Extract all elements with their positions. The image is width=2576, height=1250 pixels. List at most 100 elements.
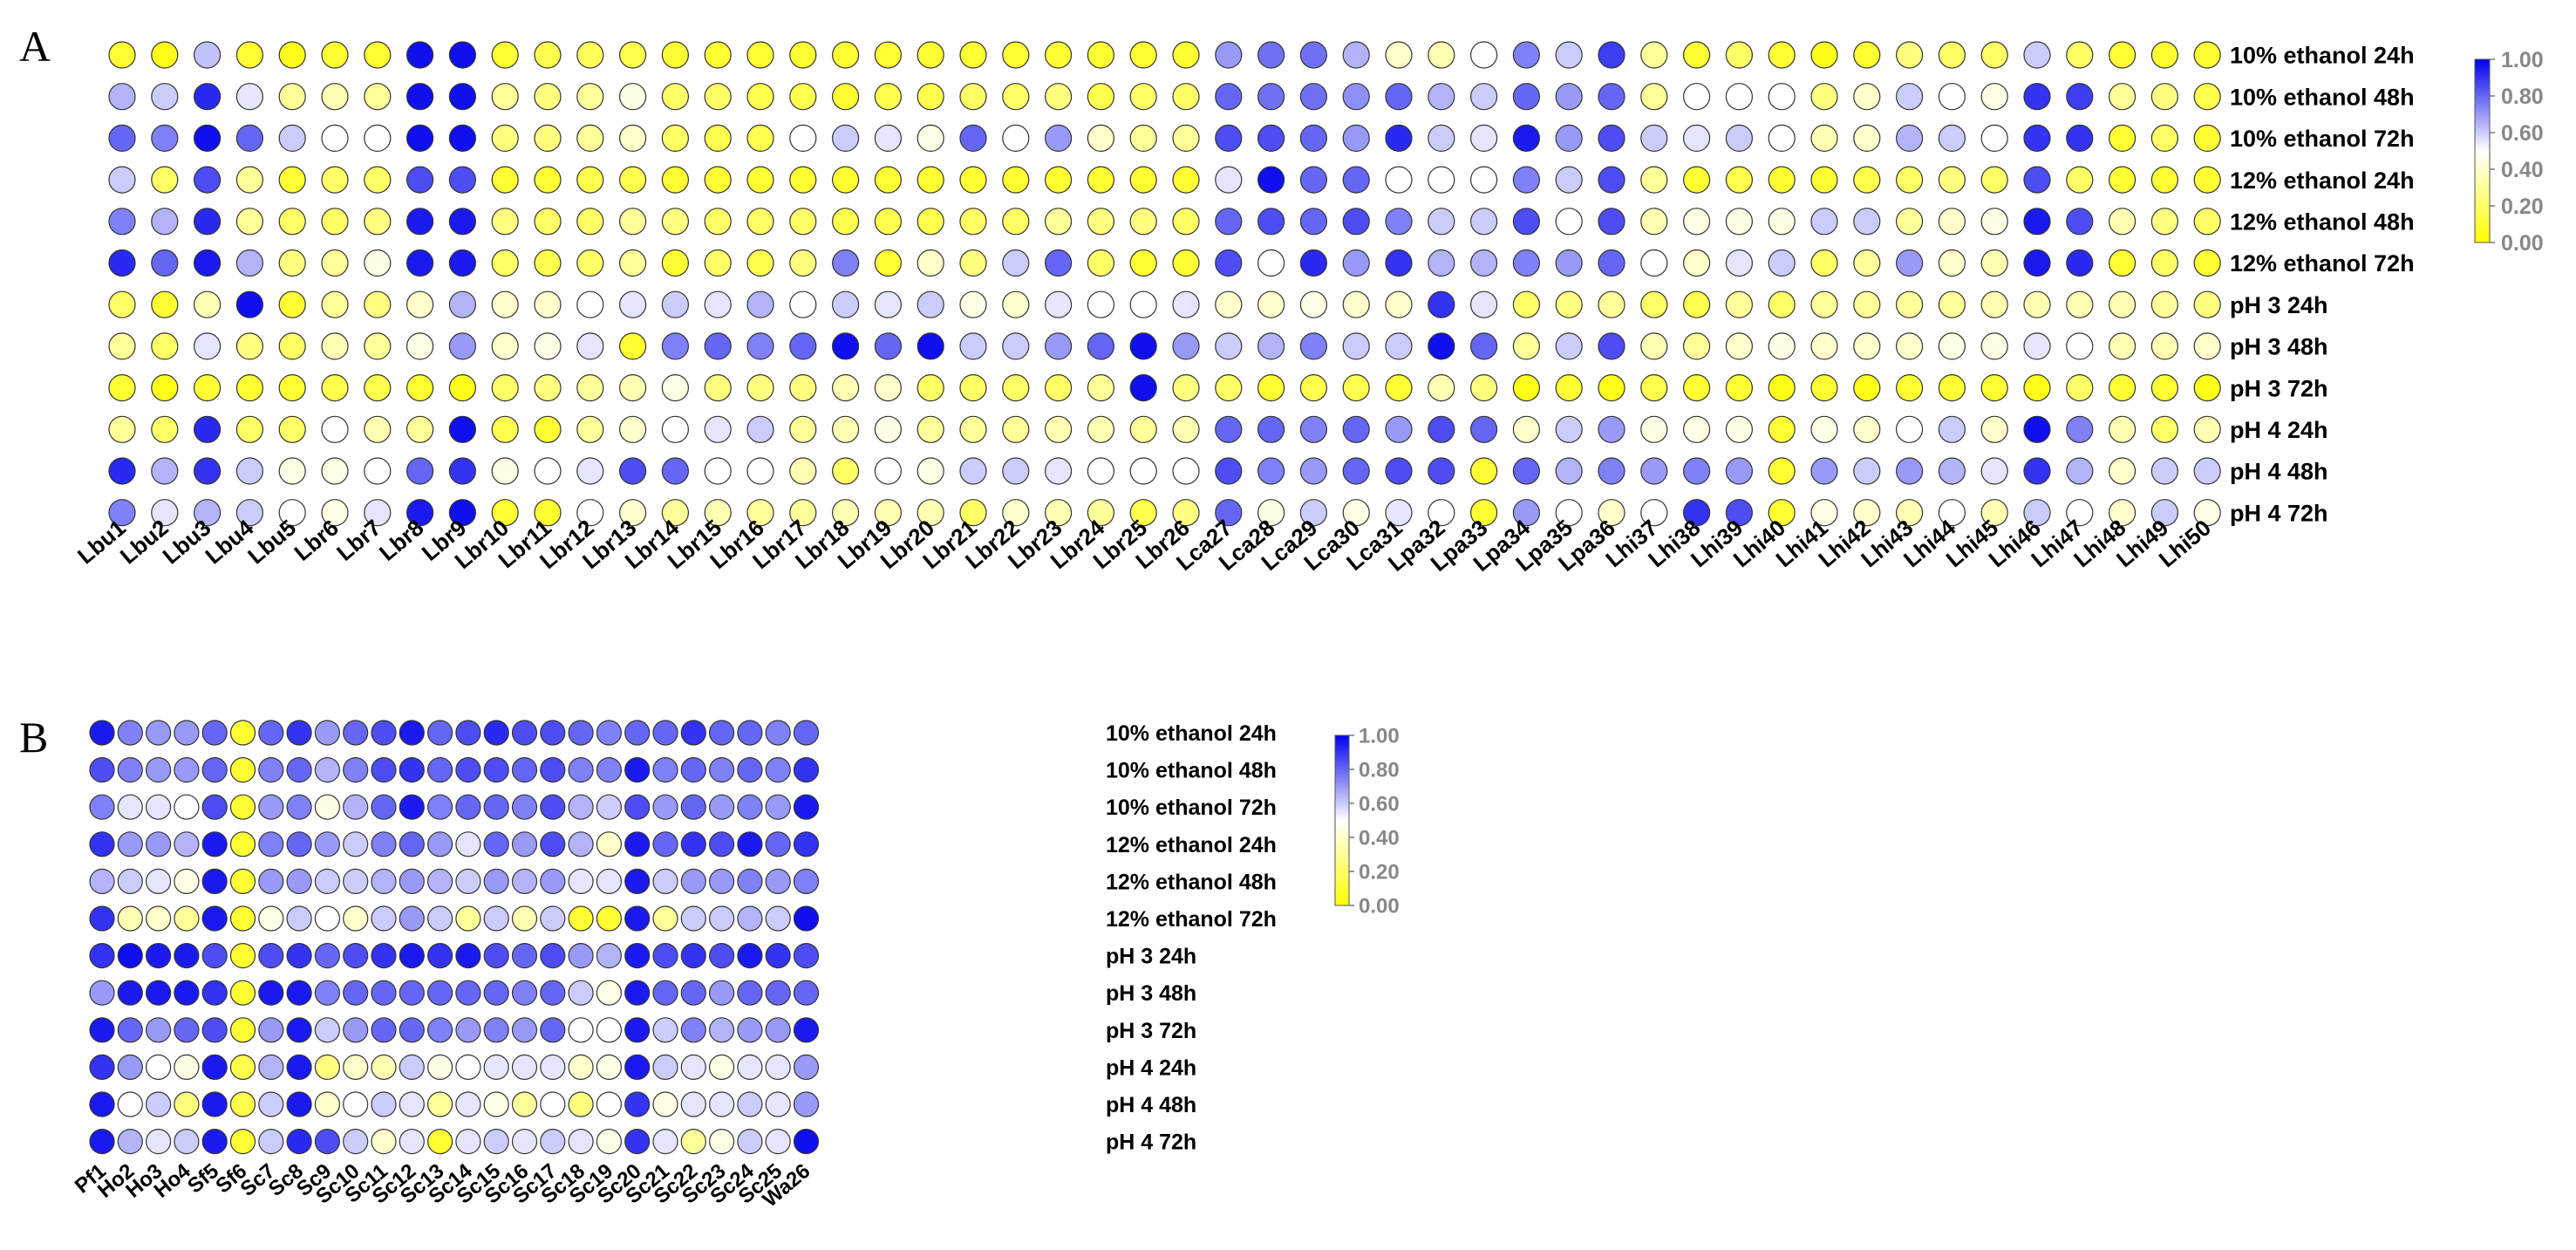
heatmap-dot xyxy=(2066,208,2094,236)
heatmap-dot xyxy=(151,41,179,69)
heatmap-dot xyxy=(708,1017,735,1043)
heatmap-dot xyxy=(737,905,763,932)
heatmap-dot xyxy=(874,415,903,443)
heatmap-dot xyxy=(399,1017,425,1043)
heatmap-dot xyxy=(151,415,179,443)
heatmap-dot xyxy=(1682,499,1711,527)
heatmap-dot xyxy=(343,1091,369,1117)
heatmap-dot xyxy=(1768,83,1796,111)
heatmap-dot xyxy=(1980,457,2008,485)
heatmap-dot xyxy=(108,41,136,69)
heatmap-dot xyxy=(321,374,349,402)
heatmap-dot xyxy=(229,720,256,746)
heatmap-dot xyxy=(201,905,228,932)
heatmap-dot xyxy=(151,166,179,194)
heatmap-dot xyxy=(1257,499,1285,527)
heatmap-dot xyxy=(1682,41,1711,69)
heatmap-dot xyxy=(1512,374,1541,402)
row-label: 10% ethanol 24h xyxy=(2230,43,2415,69)
heatmap-dot xyxy=(1087,290,1115,318)
heatmap-dot xyxy=(618,374,647,402)
heatmap-dot xyxy=(1853,290,1881,318)
heatmap-dot xyxy=(624,1091,651,1117)
heatmap-dot xyxy=(1938,457,1966,485)
heatmap-dot xyxy=(831,124,860,152)
heatmap-dot xyxy=(1087,457,1115,485)
heatmap-dot xyxy=(1640,41,1668,69)
heatmap-dot xyxy=(1428,290,1455,318)
row-label: 12% ethanol 48h xyxy=(1106,870,1277,894)
heatmap-dot xyxy=(1172,290,1200,318)
heatmap-dot xyxy=(1598,457,1625,485)
heatmap-dot xyxy=(406,499,434,527)
heatmap-dot xyxy=(680,720,706,746)
heatmap-dot xyxy=(1853,332,1881,360)
heatmap-dot xyxy=(448,166,477,194)
heatmap-dot xyxy=(1002,457,1030,485)
heatmap-dot xyxy=(108,249,136,277)
heatmap-dot xyxy=(1598,166,1625,194)
heatmap-dot xyxy=(2150,332,2178,360)
heatmap-dot xyxy=(534,332,562,360)
heatmap-dot xyxy=(874,290,903,318)
heatmap-dot xyxy=(146,868,172,895)
heatmap-dot xyxy=(194,374,221,402)
heatmap-dot xyxy=(1299,332,1328,360)
heatmap-dot xyxy=(1555,415,1583,443)
heatmap-dot xyxy=(364,124,392,152)
heatmap-dot xyxy=(661,499,690,527)
heatmap-dot xyxy=(2193,249,2221,277)
heatmap-dot xyxy=(201,794,228,820)
heatmap-dot xyxy=(1002,166,1030,194)
heatmap-dot xyxy=(2109,249,2136,277)
row-label: 12% ethanol 24h xyxy=(1106,833,1277,857)
heatmap-dot xyxy=(540,1017,566,1043)
heatmap-dot xyxy=(89,1017,115,1043)
heatmap-dot xyxy=(1299,166,1328,194)
heatmap-dot xyxy=(364,83,392,111)
heatmap-dot xyxy=(448,415,477,443)
heatmap-dot xyxy=(1129,41,1157,69)
heatmap-dot xyxy=(831,457,860,485)
heatmap-dot xyxy=(146,1091,172,1117)
heatmap-dot xyxy=(917,374,944,402)
heatmap-dot xyxy=(483,942,509,969)
heatmap-dot xyxy=(1896,374,1924,402)
heatmap-dot xyxy=(793,756,820,783)
heatmap-dot xyxy=(1512,332,1541,360)
heatmap-dot xyxy=(1002,415,1030,443)
heatmap-dot xyxy=(568,980,594,1006)
heatmap-dot xyxy=(831,499,860,527)
heatmap-dot xyxy=(146,1128,172,1155)
heatmap-dot xyxy=(89,794,115,820)
heatmap-dot xyxy=(793,868,820,895)
heatmap-dot xyxy=(343,942,369,969)
heatmap-dot xyxy=(286,1054,312,1081)
heatmap-dot xyxy=(278,499,306,527)
heatmap-dot xyxy=(1299,208,1328,236)
heatmap-dot xyxy=(568,794,594,820)
heatmap-dot xyxy=(258,942,284,969)
heatmap-dot xyxy=(1342,457,1370,485)
heatmap-dot xyxy=(2150,208,2178,236)
heatmap-dot xyxy=(321,290,349,318)
row-label: 12% ethanol 72h xyxy=(2230,250,2415,277)
heatmap-dot xyxy=(491,457,519,485)
heatmap-dot xyxy=(1044,83,1073,111)
heatmap-dot xyxy=(1257,457,1285,485)
heatmap-dot xyxy=(2109,415,2136,443)
heatmap-dot xyxy=(704,332,732,360)
heatmap-dot xyxy=(427,720,453,746)
heatmap-dot xyxy=(108,499,136,527)
heatmap-dot xyxy=(1129,166,1157,194)
heatmap-dot xyxy=(1512,499,1541,527)
heatmap-dot xyxy=(1257,166,1285,194)
heatmap-dot xyxy=(364,332,392,360)
heatmap-dot xyxy=(235,83,263,111)
heatmap-dot xyxy=(737,794,763,820)
heatmap-dot xyxy=(2193,415,2221,443)
heatmap-dot xyxy=(455,1017,481,1043)
heatmap-dot xyxy=(1428,166,1455,194)
heatmap-dot xyxy=(1428,374,1455,402)
heatmap-dot xyxy=(448,332,477,360)
